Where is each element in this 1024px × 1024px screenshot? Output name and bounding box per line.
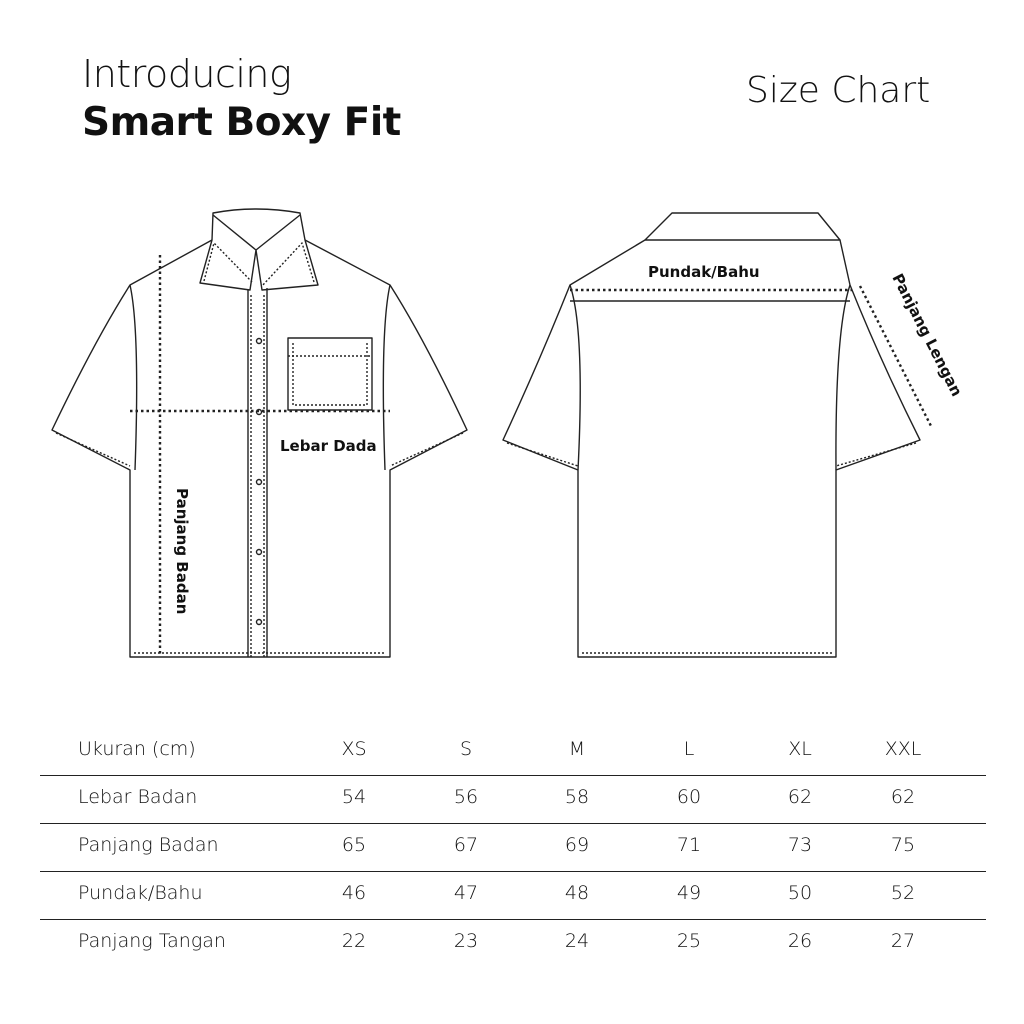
column-header-xs: XS <box>341 738 367 760</box>
size-value: 60 <box>676 786 702 808</box>
column-header-xl: XL <box>788 738 812 760</box>
row-label: Lebar Badan <box>78 786 198 808</box>
table-row: Panjang Badan 65 67 69 71 73 75 <box>40 823 986 871</box>
size-value: 25 <box>676 930 702 952</box>
size-value: 73 <box>787 834 813 856</box>
shoulder-label: Pundak/Bahu <box>648 263 760 281</box>
size-value: 65 <box>341 834 367 856</box>
size-value: 23 <box>453 930 479 952</box>
size-value: 67 <box>453 834 479 856</box>
size-value: 75 <box>890 834 916 856</box>
size-value: 49 <box>676 882 702 904</box>
chest-label: Lebar Dada <box>280 437 377 455</box>
size-value: 54 <box>341 786 367 808</box>
size-value: 47 <box>453 882 479 904</box>
size-value: 52 <box>890 882 916 904</box>
size-value: 58 <box>564 786 590 808</box>
intro-text: Introducing <box>82 52 292 96</box>
table-header-row: Ukuran (cm) XS S M L XL XXL <box>40 728 986 775</box>
size-value: 62 <box>787 786 813 808</box>
size-chart-title: Size Chart <box>746 70 931 111</box>
column-header-m: M <box>568 738 586 760</box>
size-value: 62 <box>890 786 916 808</box>
table-row: Panjang Tangan 22 23 24 25 26 27 <box>40 919 986 967</box>
shirt-illustrations: Lebar Dada Panjang Badan Pundak/Bahu Pan… <box>51 208 966 658</box>
size-value: 56 <box>453 786 479 808</box>
row-label: Pundak/Bahu <box>78 882 203 904</box>
table-row: Lebar Badan 54 56 58 60 62 62 <box>40 775 986 823</box>
front-shirt-drawing <box>51 208 468 658</box>
size-value: 71 <box>676 834 702 856</box>
column-header-unit: Ukuran (cm) <box>78 738 196 760</box>
size-value: 48 <box>564 882 590 904</box>
column-header-s: S <box>459 738 473 760</box>
body-length-label: Panjang Badan <box>173 488 191 614</box>
size-value: 27 <box>890 930 916 952</box>
row-label: Panjang Badan <box>78 834 219 856</box>
size-value: 46 <box>341 882 367 904</box>
size-value: 24 <box>564 930 590 952</box>
size-value: 69 <box>564 834 590 856</box>
size-value: 50 <box>787 882 813 904</box>
table-row: Pundak/Bahu 46 47 48 49 50 52 <box>40 871 986 919</box>
sleeve-length-label: Panjang Lengan <box>888 271 965 400</box>
back-shirt-drawing <box>502 212 934 658</box>
column-header-l: L <box>683 738 695 760</box>
row-label: Panjang Tangan <box>78 930 226 952</box>
product-title: Smart Boxy Fit <box>82 100 401 145</box>
size-value: 26 <box>787 930 813 952</box>
column-header-xxl: XXL <box>884 738 922 760</box>
size-value: 22 <box>341 930 367 952</box>
sleeve-measure-line <box>858 285 934 429</box>
size-table: Ukuran (cm) XS S M L XL XXL Lebar Badan 54 56 58 60… <box>40 728 986 967</box>
